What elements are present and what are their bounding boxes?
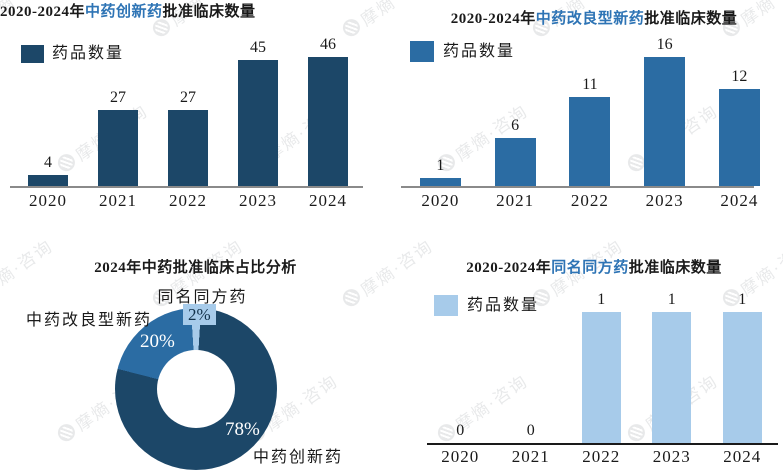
x-axis-label: 2023: [652, 447, 691, 466]
legend-swatch-icon: [434, 295, 458, 316]
x-axis-label: 2022: [169, 191, 207, 210]
x-axis-label: 2020: [421, 191, 460, 210]
title-prefix: 2020-2024年: [450, 11, 536, 27]
donut-hole: [157, 350, 235, 428]
bar-value-label: 1: [597, 291, 606, 308]
bar: [718, 89, 760, 186]
x-axis-label: 2021: [511, 447, 550, 466]
legend-label: 药品数量: [443, 43, 516, 60]
bar: [238, 60, 278, 186]
bar-value-label: 27: [110, 89, 126, 106]
x-axis-label: 2022: [582, 447, 621, 466]
bar-value-label: 0: [526, 422, 535, 439]
bar: [494, 138, 536, 186]
chart-title-innovative: 2020-2024年中药创新药批准临床数量: [0, 0, 256, 21]
legend-improved: 药品数量: [410, 41, 515, 62]
legend-label: 药品数量: [467, 297, 540, 314]
title-prefix: 2020-2024年: [466, 260, 552, 276]
title-suffix: 批准临床数量: [628, 260, 722, 276]
bar: [644, 57, 686, 186]
legend-swatch-icon: [410, 41, 434, 62]
x-axis-label: 2023: [239, 191, 277, 210]
bar: [581, 312, 621, 443]
bar: [98, 110, 138, 186]
chart-title-pie: 2024年中药批准临床占比分析: [0, 256, 391, 277]
x-axis-label: 2024: [309, 191, 347, 210]
legend-innovative: 药品数量: [21, 45, 124, 63]
bar: [652, 312, 692, 443]
pie-label-innovative: 中药创新药: [253, 449, 344, 466]
title-highlight: 同名同方药: [551, 260, 629, 276]
pie-pct-improved: 20%: [140, 331, 175, 352]
legend-label: 药品数量: [52, 45, 125, 62]
bar-value-label: 1: [436, 157, 445, 174]
bar: [419, 178, 461, 186]
x-axis-label: 2023: [645, 191, 684, 210]
bar: [28, 175, 68, 186]
bar-value-label: 45: [250, 39, 266, 56]
x-axis-label: 2021: [99, 191, 137, 210]
legend-same-name: 药品数量: [434, 295, 539, 316]
pie-pct-same-name: 2%: [183, 304, 216, 325]
bar-value-label: 11: [582, 76, 598, 93]
pie-label-improved: 中药改良型新药: [26, 312, 153, 329]
title-highlight: 中药创新药: [85, 4, 163, 20]
bar-value-label: 16: [656, 36, 673, 53]
bar-value-label: 1: [738, 291, 747, 308]
bar-value-label: 27: [180, 89, 196, 106]
bar: [308, 57, 348, 186]
bar: [168, 110, 208, 186]
bar: [722, 312, 762, 443]
pie-pct-innovative: 78%: [225, 419, 260, 440]
x-axis-line: [427, 443, 778, 445]
x-axis-label: 2020: [441, 447, 480, 466]
x-axis-line: [10, 186, 363, 188]
x-axis-label: 2022: [570, 191, 609, 210]
bar-value-label: 1: [667, 291, 676, 308]
bar-value-label: 6: [511, 117, 520, 134]
legend-swatch-icon: [21, 45, 44, 63]
x-axis-label: 2024: [720, 191, 759, 210]
bar-value-label: 4: [44, 154, 52, 171]
title-highlight: 中药改良型新药: [535, 11, 645, 27]
bar-value-label: 46: [320, 36, 336, 53]
bar-value-label: 12: [731, 68, 748, 85]
x-axis-line: [401, 186, 754, 188]
chart-title-same-name: 2020-2024年同名同方药批准临床数量: [405, 256, 783, 277]
bar: [569, 97, 611, 186]
title-suffix: 批准临床数量: [644, 11, 738, 27]
x-axis-label: 2020: [29, 191, 67, 210]
bar-value-label: 0: [456, 422, 465, 439]
title-suffix: 批准临床数量: [162, 4, 256, 20]
title-prefix: 2020-2024年: [0, 4, 85, 20]
x-axis-label: 2021: [496, 191, 535, 210]
pie-label-same-name: 同名同方药: [157, 289, 248, 306]
title-prefix: 2024年中药批准临床占比分析: [94, 260, 297, 276]
x-axis-label: 2024: [723, 447, 762, 466]
chart-title-improved: 2020-2024年中药改良型新药批准临床数量: [405, 7, 783, 28]
